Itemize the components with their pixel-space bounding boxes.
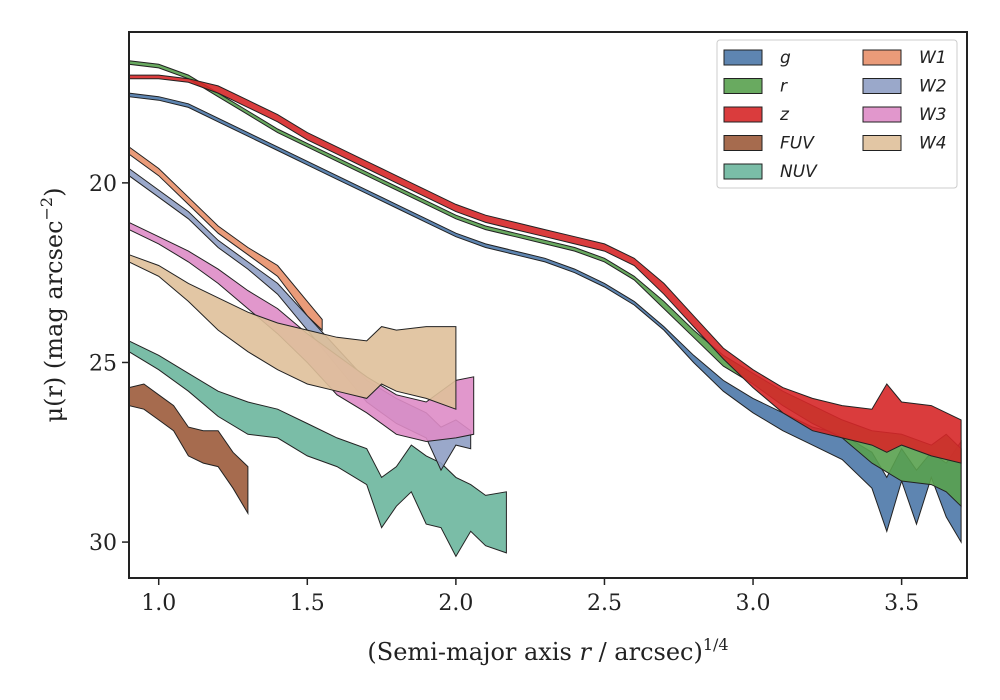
legend-label-r: r <box>780 77 788 97</box>
band-g <box>128 92 962 544</box>
band-z <box>128 74 962 464</box>
x-axis-ticks: 1.0 1.5 2.0 2.5 3.0 3.5 <box>141 578 919 616</box>
x-tick-label: 1.0 <box>141 591 176 616</box>
legend-label-W4: W4 <box>919 134 947 154</box>
legend-swatch-g <box>723 49 763 66</box>
legend-swatch-W3 <box>862 106 902 123</box>
y-tick-label: 30 <box>89 531 117 556</box>
band-FUV <box>128 383 249 516</box>
y-tick-label: 20 <box>89 172 117 197</box>
legend: grz FUV NUV W1 W2 W3 W4 <box>716 39 958 189</box>
x-tick-label: 3.5 <box>884 591 919 616</box>
x-tick-label: 3.0 <box>736 591 771 616</box>
legend-label-W2: W2 <box>919 77 947 97</box>
band-W1 <box>128 145 323 332</box>
y-axis-label: μ(r) (mag arcsec−2) <box>37 188 68 423</box>
legend-label-z: z <box>779 105 790 125</box>
legend-swatch-W1 <box>862 49 902 66</box>
legend-label-W3: W3 <box>919 105 947 125</box>
legend-swatch-FUV <box>723 135 763 151</box>
x-tick-label: 2.5 <box>587 591 622 616</box>
legend-label-W1: W1 <box>919 48 947 68</box>
legend-swatch-W2 <box>862 78 902 94</box>
band-layer <box>128 60 962 558</box>
legend-swatch-NUV <box>723 163 763 180</box>
legend-swatch-z <box>723 106 763 123</box>
y-axis-ticks: 20 25 30 <box>89 172 129 556</box>
x-tick-label: 2.0 <box>438 591 473 616</box>
legend-swatch-W4 <box>862 135 902 151</box>
band-NUV <box>128 340 507 558</box>
legend-swatch-r <box>723 78 763 94</box>
legend-label-g: g <box>780 48 791 68</box>
plot-frame <box>128 31 968 579</box>
x-tick-label: 1.5 <box>290 591 325 616</box>
band-r <box>128 60 962 508</box>
x-axis-label: (Semi-major axis r / arcsec)1/4 <box>367 635 728 666</box>
legend-label-FUV: FUV <box>780 134 815 154</box>
band-W4 <box>128 253 457 410</box>
legend-label-NUV: NUV <box>780 162 818 182</box>
y-tick-label: 25 <box>89 351 117 376</box>
